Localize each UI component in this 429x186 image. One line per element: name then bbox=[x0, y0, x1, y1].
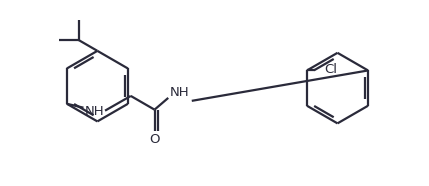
Text: NH: NH bbox=[170, 86, 190, 99]
Text: Cl: Cl bbox=[325, 63, 338, 76]
Text: O: O bbox=[149, 133, 160, 146]
Text: NH: NH bbox=[85, 105, 104, 118]
